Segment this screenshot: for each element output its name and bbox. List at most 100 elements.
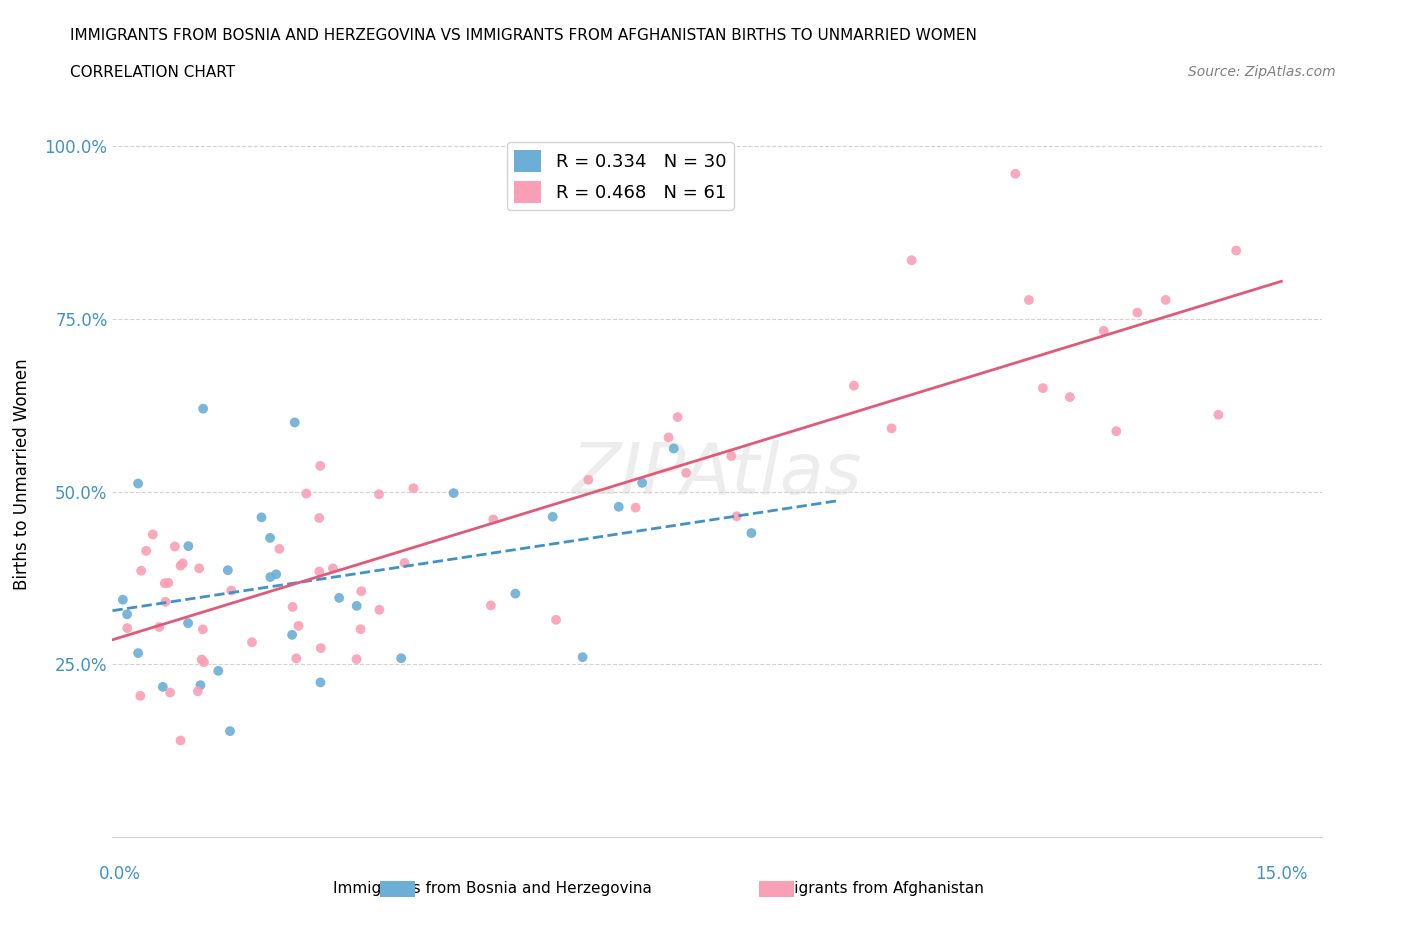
Point [309,675,332,690]
Point [148,619,170,634]
Point [1004,166,1026,181]
Point [190,678,212,693]
Point [117,620,139,635]
Point [155,594,177,609]
Point [880,421,903,436]
Point [153,576,176,591]
Text: CORRELATION CHART: CORRELATION CHART [70,65,235,80]
Point [142,527,165,542]
Point [169,733,191,748]
Point [350,584,373,599]
Point [309,458,332,473]
Point [287,618,309,633]
Point [631,475,654,490]
Text: Immigrants from Bosnia and Herzegovina: Immigrants from Bosnia and Herzegovina [333,881,651,896]
Point [157,576,180,591]
Point [159,685,181,700]
Point [479,598,502,613]
Point [675,465,697,480]
Point [172,556,194,571]
Point [177,538,200,553]
Point [349,622,371,637]
Point [127,476,149,491]
Point [193,655,215,670]
Point [666,409,689,424]
Point [505,586,527,601]
Point [346,652,368,667]
Point [1092,324,1115,339]
Point [127,645,149,660]
Point [443,485,465,500]
Y-axis label: Births to Unmarried Women: Births to Unmarried Women [13,358,31,591]
Point [259,530,281,545]
Point [389,651,412,666]
Point [842,379,865,393]
Point [571,650,593,665]
Point [281,600,304,615]
Point [285,651,308,666]
Point [394,555,416,570]
Text: ZIPAtlas: ZIPAtlas [572,440,862,509]
Point [169,558,191,573]
Point [187,684,209,698]
Point [111,592,134,607]
Point [295,486,318,501]
Point [541,510,564,525]
Point [482,512,505,527]
Point [368,603,391,618]
Point [662,441,685,456]
Point [1018,293,1040,308]
Point [135,543,157,558]
Point [264,566,287,581]
Point [163,539,186,554]
Point [190,652,212,667]
Point [259,569,281,584]
Text: 0.0%: 0.0% [98,865,141,884]
Point [308,565,330,579]
Point [740,525,762,540]
Point [207,663,229,678]
Point [657,430,679,445]
Point [115,607,138,622]
Point [607,499,630,514]
Point [177,616,200,631]
Point [188,561,211,576]
Point [624,500,647,515]
Point [191,622,214,637]
Point [402,481,425,496]
Point [219,724,242,738]
Point [1105,424,1128,439]
Point [191,401,214,416]
Point [1059,390,1081,405]
Point [328,591,350,605]
Point [308,511,330,525]
Point [725,509,748,524]
Point [129,688,152,703]
Point [720,448,742,463]
Point [1126,305,1149,320]
Point [1208,407,1230,422]
Text: 15.0%: 15.0% [1256,865,1308,884]
Point [217,563,239,578]
Point [1032,380,1054,395]
Point [544,612,567,627]
Point [281,628,304,643]
Point [322,561,344,576]
Point [368,486,391,501]
Legend: R = 0.334   N = 30, R = 0.468   N = 61: R = 0.334 N = 30, R = 0.468 N = 61 [508,142,734,210]
Point [129,564,152,578]
Point [346,598,368,613]
Point [269,541,291,556]
Text: Immigrants from Afghanistan: Immigrants from Afghanistan [759,881,984,896]
Point [284,415,307,430]
Text: Source: ZipAtlas.com: Source: ZipAtlas.com [1188,65,1336,79]
Text: IMMIGRANTS FROM BOSNIA AND HERZEGOVINA VS IMMIGRANTS FROM AFGHANISTAN BIRTHS TO : IMMIGRANTS FROM BOSNIA AND HERZEGOVINA V… [70,28,977,43]
Point [576,472,599,487]
Point [1154,292,1177,307]
Point [1225,243,1247,258]
Point [240,635,263,650]
Point [250,510,273,525]
Point [152,680,174,695]
Point [900,253,922,268]
Point [219,583,242,598]
